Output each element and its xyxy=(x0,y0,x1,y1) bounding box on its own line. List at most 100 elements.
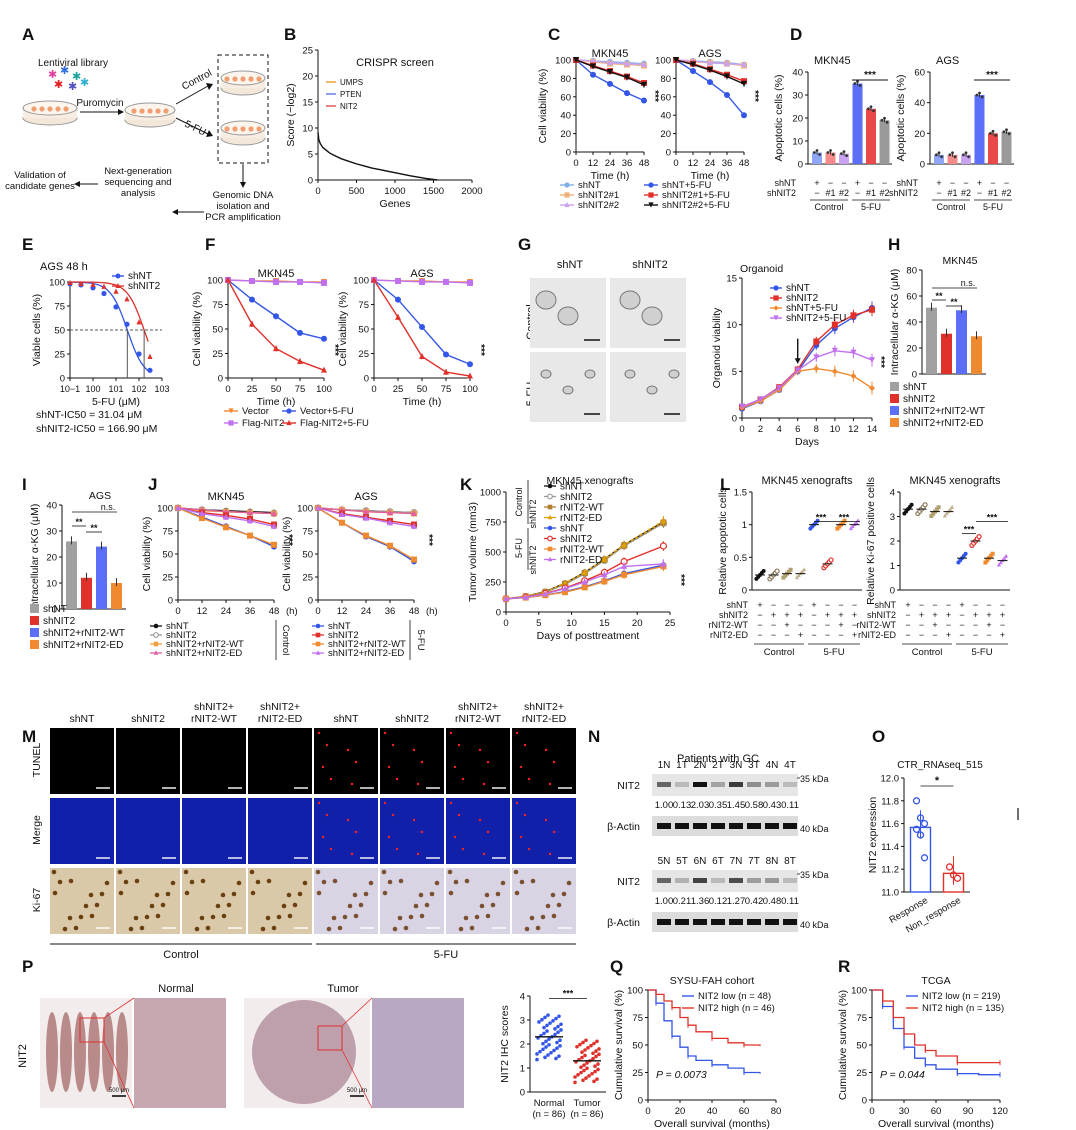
stain-dot xyxy=(160,902,166,908)
x-tick-label: 50 xyxy=(417,384,428,395)
blot-band xyxy=(765,878,779,883)
x-tick-label: 75 xyxy=(295,384,306,395)
lane-label: 5T xyxy=(676,856,688,867)
stain-dot xyxy=(99,891,105,897)
stain-dot xyxy=(566,880,572,886)
x-tick-label: 40 xyxy=(707,1106,718,1117)
data-point xyxy=(315,641,321,647)
signal-dot xyxy=(387,835,391,839)
cell-icon xyxy=(256,126,262,132)
blot-band xyxy=(675,878,689,883)
blot-band xyxy=(765,823,779,829)
significance-stars: *** xyxy=(649,90,660,102)
stain-dot xyxy=(89,913,95,919)
data-point xyxy=(920,854,929,862)
lane-label: 8N xyxy=(766,856,779,867)
panel-letter-P: P xyxy=(22,957,33,976)
stain-dot xyxy=(535,925,541,931)
data-point xyxy=(535,1057,539,1062)
data-point xyxy=(582,1063,586,1067)
stain-dot xyxy=(447,869,453,875)
y-tick-label: 0 xyxy=(52,605,57,616)
lane-label: 4T xyxy=(784,760,796,771)
zoom-line xyxy=(103,1041,135,1109)
data-point xyxy=(998,560,1003,565)
sign: + xyxy=(973,610,978,620)
cell-icon xyxy=(55,106,61,112)
group-label: 5-FU xyxy=(861,202,881,212)
sign: − xyxy=(757,610,762,620)
arrow-head xyxy=(206,83,213,90)
stain-dot xyxy=(397,915,403,921)
arrow-head xyxy=(74,181,80,187)
stain-dot xyxy=(316,890,322,896)
data-point xyxy=(597,1052,601,1057)
stain-dot xyxy=(403,925,409,931)
data-point xyxy=(601,555,608,562)
data-point xyxy=(581,584,588,591)
bar xyxy=(852,83,863,164)
data-point xyxy=(419,278,425,285)
stain-dot xyxy=(134,878,140,884)
y-tick-label: 10 xyxy=(46,579,57,590)
blot-band xyxy=(783,878,797,883)
panel-letter-J: J xyxy=(148,475,157,494)
data-point xyxy=(548,1021,552,1025)
y-axis-label: Score (−log2) xyxy=(285,83,297,146)
fit-curve xyxy=(69,281,149,342)
sign: + xyxy=(798,610,803,620)
data-point xyxy=(985,558,990,563)
data-point xyxy=(936,505,941,510)
x-tick-label: 1000 xyxy=(384,186,405,197)
y-tick-label: 0 xyxy=(520,1088,525,1099)
y-axis-label: Cell viability (%) xyxy=(337,292,349,367)
panel-letter-K: K xyxy=(460,475,473,494)
data-point xyxy=(586,1046,590,1050)
data-point xyxy=(996,562,1001,567)
data-point xyxy=(101,283,107,289)
data-point xyxy=(621,541,628,548)
signal-dot xyxy=(391,743,395,747)
column-label: shNIT2 xyxy=(131,713,165,725)
chart-Q: 0 25 50 75 100 0 20 40 60 80 Cumulative survival (… xyxy=(613,986,781,1130)
data-point xyxy=(249,320,255,327)
chart-L: 0 0.5 1 1.5 Relative apoptotic cells MKN45 xe… xyxy=(717,475,862,597)
zoom-box xyxy=(79,1017,105,1043)
sign: − xyxy=(771,600,776,610)
sign: − xyxy=(973,630,978,640)
cell-icon xyxy=(163,108,169,114)
data-point xyxy=(587,1074,591,1078)
tissue xyxy=(116,1012,128,1092)
sign: #2 xyxy=(879,188,889,198)
sign: − xyxy=(936,188,941,198)
sign: #2 xyxy=(1001,188,1011,198)
series-line xyxy=(741,350,873,408)
sign: − xyxy=(959,620,964,630)
x-tick-label: 0 xyxy=(225,384,230,395)
data-point xyxy=(994,133,997,137)
data-point xyxy=(773,305,779,311)
row-label: rNIT2-WT xyxy=(709,620,749,630)
sign: − xyxy=(1000,620,1005,630)
organoid xyxy=(668,369,680,379)
sign: + xyxy=(852,610,857,620)
x-tick-label: 0 xyxy=(315,606,320,617)
sign: − xyxy=(825,630,830,640)
significance-stars: *** xyxy=(839,512,850,522)
data-point xyxy=(845,154,848,158)
data-point xyxy=(558,1038,562,1043)
x-tick-label: 5 xyxy=(536,618,541,629)
lane-label: 8T xyxy=(784,856,796,867)
data-point xyxy=(980,95,984,99)
data-point xyxy=(225,276,231,283)
sign: − xyxy=(784,600,789,610)
data-point xyxy=(850,312,857,319)
signal-dot xyxy=(416,852,420,856)
row-label: shNT xyxy=(774,178,796,188)
data-series xyxy=(175,505,277,548)
micrograph xyxy=(372,998,464,1108)
signal-dot xyxy=(527,777,531,781)
data-point xyxy=(546,1053,550,1057)
x-tick-label: 20 xyxy=(675,1106,686,1117)
y-axis-label: Cell viability (%) xyxy=(191,292,203,367)
